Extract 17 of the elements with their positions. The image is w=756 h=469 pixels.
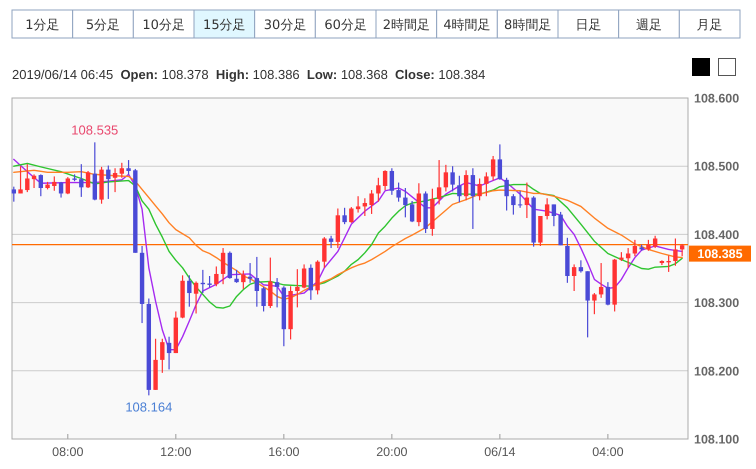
x-tick-label: 06/14 xyxy=(484,445,516,459)
chart-title: 2019/06/14 06:45 Open: 108.378 High: 108.386 Low: 108.368 Close: 108.384 xyxy=(12,67,486,82)
y-tick-label: 108.300 xyxy=(694,296,740,310)
x-tick-label: 16:00 xyxy=(268,445,300,459)
x-tick-label: 20:00 xyxy=(376,445,408,459)
x-tick-label: 08:00 xyxy=(52,445,84,459)
y-tick-label: 108.100 xyxy=(694,432,740,446)
y-tick-label: 108.600 xyxy=(694,92,740,106)
y-tick-label: 108.200 xyxy=(694,364,740,378)
annotation: 108.535 xyxy=(71,122,118,138)
annotation: 108.164 xyxy=(125,399,172,414)
ref-line-label: 108.385 xyxy=(697,247,743,262)
interval-buttons: 1分足 5分足 10分足 15分足 30分足 60分足 2時間足 4時間足 8時間足 日足 週足 月足 xyxy=(12,10,740,38)
y-tick-label: 108.400 xyxy=(694,228,740,242)
x-tick-label: 12:00 xyxy=(160,445,192,459)
y-tick-label: 108.500 xyxy=(694,160,740,174)
x-tick-label: 04:00 xyxy=(592,445,624,459)
